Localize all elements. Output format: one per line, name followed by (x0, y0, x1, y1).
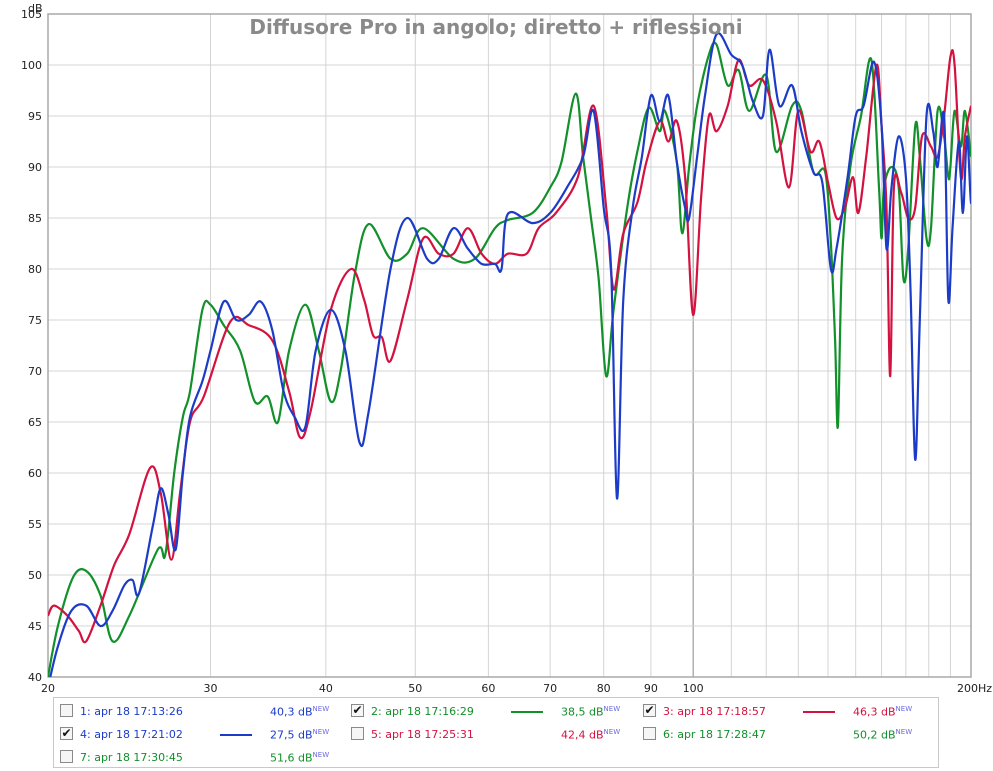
x-tick-label: 30 (204, 682, 218, 695)
legend-level: 38,5 dBNEW (561, 705, 620, 719)
legend-new-badge: NEW (312, 705, 330, 713)
y-tick-label: 50 (28, 569, 42, 582)
legend-new-badge: NEW (895, 728, 913, 736)
legend-level: 40,3 dBNEW (270, 705, 329, 719)
x-tick-label: 40 (319, 682, 333, 695)
series-line-2 (48, 49, 971, 644)
plot-background (48, 14, 971, 677)
legend-item-1: 1: apr 18 17:13:26 40,3 dBNEW (60, 701, 340, 721)
legend-checkbox-4[interactable]: ✔ (60, 726, 73, 740)
legend-label: 1: apr 18 17:13:26 (80, 705, 183, 718)
legend-level-value: 38,5 dB (561, 705, 604, 719)
legend-checkbox-2[interactable]: ✔ (351, 703, 364, 717)
x-tick-label: 60 (481, 682, 495, 695)
y-tick-label: 105 (21, 8, 42, 21)
y-tick-label: 70 (28, 365, 42, 378)
series-lines (48, 32, 971, 677)
x-tick-label: 200Hz (957, 682, 992, 695)
x-tick-label: 20 (41, 682, 55, 695)
legend-level: 42,4 dBNEW (561, 728, 620, 742)
legend-level: 50,2 dBNEW (853, 728, 912, 742)
x-tick-label: 80 (597, 682, 611, 695)
y-tick-label: 55 (28, 518, 42, 531)
y-tick-label: 60 (28, 467, 42, 480)
legend-label: 6: apr 18 17:28:47 (663, 728, 766, 741)
axis-ticks: 40 45 50 55 60 65 70 75 80 85 90 95 100 105 20 30 40 50 60… (21, 8, 992, 695)
legend-item-3: ✔ 3: apr 18 17:18:57 46,3 dBNEW (643, 701, 923, 721)
legend-level-value: 40,3 dB (270, 705, 313, 719)
legend-label: 4: apr 18 17:21:02 (80, 728, 183, 741)
legend-new-badge: NEW (312, 751, 330, 759)
legend-level-value: 51,6 dB (270, 751, 313, 765)
chart-title: Diffusore Pro in angolo; diretto + rifle… (249, 15, 742, 39)
legend-item-2: ✔ 2: apr 18 17:16:29 38,5 dBNEW (351, 701, 631, 721)
legend-line-swatch (803, 711, 835, 713)
legend-level-value: 42,4 dB (561, 728, 604, 742)
legend-level: 27,5 dBNEW (270, 728, 329, 742)
x-tick-label: 50 (408, 682, 422, 695)
y-tick-label: 100 (21, 59, 42, 72)
x-tick-label: 90 (644, 682, 658, 695)
legend-checkbox-6[interactable] (643, 727, 656, 740)
legend-item-7: 7: apr 18 17:30:45 51,6 dBNEW (60, 747, 340, 767)
legend-new-badge: NEW (895, 705, 913, 713)
x-tick-label: 100 (683, 682, 704, 695)
x-tick-label: 70 (543, 682, 557, 695)
legend-checkbox-3[interactable]: ✔ (643, 703, 656, 717)
legend-level-value: 46,3 dB (853, 705, 896, 719)
y-axis-label: dB (28, 2, 43, 15)
y-tick-label: 85 (28, 212, 42, 225)
legend-checkbox-7[interactable] (60, 750, 73, 763)
legend-level-value: 50,2 dB (853, 728, 896, 742)
y-tick-label: 80 (28, 263, 42, 276)
legend-new-badge: NEW (312, 728, 330, 736)
legend-item-6: 6: apr 18 17:28:47 50,2 dBNEW (643, 724, 923, 744)
plot-border (47, 13, 972, 678)
frequency-response-chart: dB 40 45 50 55 60 65 70 75 80 85 90 95 100 105 20 30 40 5… (21, 2, 992, 695)
legend-level-value: 27,5 dB (270, 728, 313, 742)
legend-panel: 1: apr 18 17:13:26 40,3 dBNEW ✔ 2: apr 18 1… (53, 697, 939, 768)
legend-item-4: ✔ 4: apr 18 17:21:02 27,5 dBNEW (60, 724, 340, 744)
legend-level: 46,3 dBNEW (853, 705, 912, 719)
legend-label: 7: apr 18 17:30:45 (80, 751, 183, 764)
legend-new-badge: NEW (603, 705, 621, 713)
legend-new-badge: NEW (603, 728, 621, 736)
legend-checkbox-1[interactable] (60, 704, 73, 717)
legend-label: 2: apr 18 17:16:29 (371, 705, 474, 718)
legend-line-swatch (511, 711, 543, 713)
legend-line-swatch (220, 734, 252, 736)
y-tick-label: 40 (28, 671, 42, 684)
y-tick-label: 65 (28, 416, 42, 429)
y-tick-label: 95 (28, 110, 42, 123)
legend-checkbox-5[interactable] (351, 727, 364, 740)
legend-label: 5: apr 18 17:25:31 (371, 728, 474, 741)
y-tick-label: 75 (28, 314, 42, 327)
legend-label: 3: apr 18 17:18:57 (663, 705, 766, 718)
legend-level: 51,6 dBNEW (270, 751, 329, 765)
y-tick-label: 90 (28, 161, 42, 174)
grid (47, 13, 972, 678)
y-tick-label: 45 (28, 620, 42, 633)
legend-item-5: 5: apr 18 17:25:31 42,4 dBNEW (351, 724, 631, 744)
series-line-3 (49, 32, 971, 677)
